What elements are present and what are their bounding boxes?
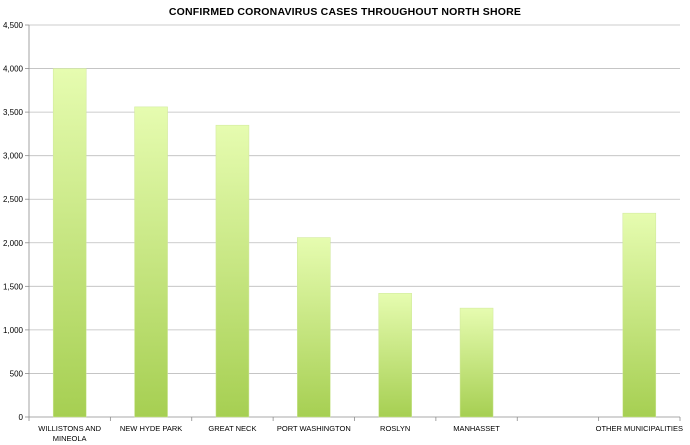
bars [52, 68, 657, 418]
category-label: OTHER MUNICIPALITIES [596, 424, 683, 433]
bar [52, 68, 87, 418]
y-tick-label: 1,000 [3, 326, 24, 335]
y-tick-label: 500 [10, 369, 24, 378]
y-tick-label: 3,500 [3, 108, 24, 117]
bar [297, 237, 331, 418]
chart-title: CONFIRMED CORONAVIRUS CASES THROUGHOUT N… [168, 6, 522, 18]
y-tick-label: 2,000 [3, 239, 24, 248]
y-tick-label: 0 [19, 413, 24, 422]
axes [25, 24, 681, 421]
y-tick-label: 2,500 [3, 195, 24, 204]
category-label: MINEOLA [53, 434, 87, 443]
bar [378, 293, 412, 418]
category-label: ROSLYN [380, 424, 410, 433]
category-label: NEW HYDE PARK [120, 424, 182, 433]
bar [622, 212, 657, 418]
category-label: GREAT NECK [208, 424, 256, 433]
bar [215, 124, 250, 418]
y-tick-label: 1,500 [3, 282, 24, 291]
category-label: PORT WASHINGTON [277, 424, 351, 433]
bar [134, 106, 168, 418]
y-tick-label: 3,000 [3, 152, 24, 161]
y-tick-label: 4,500 [3, 21, 24, 30]
gridlines [29, 24, 680, 374]
axis-labels: 0 500 1,000 1,500 2,000 2,500 3,000 3,500 4,000 4… [3, 21, 683, 443]
bar [459, 307, 494, 418]
y-tick-label: 4,000 [3, 65, 24, 74]
category-label: WILLISTONS AND [38, 424, 101, 433]
category-label: MANHASSET [453, 424, 500, 433]
